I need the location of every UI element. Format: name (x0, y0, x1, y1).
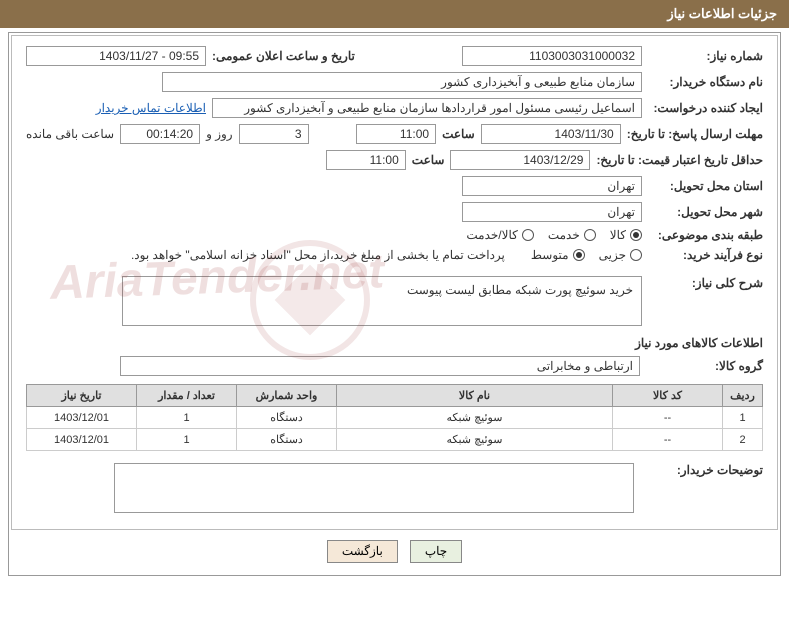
table-row: 1--سوئیچ شبکهدستگاه11403/12/01 (27, 407, 763, 429)
need-number-value: 1103003031000032 (462, 46, 642, 66)
table-cell: سوئیچ شبکه (337, 429, 613, 451)
radio-service-icon (584, 229, 596, 241)
validity-date: 1403/12/29 (450, 150, 590, 170)
radio-goods-service-icon (522, 229, 534, 241)
table-cell: 1403/12/01 (27, 429, 137, 451)
goods-table: ردیف کد کالا نام کالا واحد شمارش تعداد /… (26, 384, 763, 451)
radio-goods[interactable]: کالا (610, 228, 642, 242)
payment-note: پرداخت تمام یا بخشی از مبلغ خرید،از محل … (131, 248, 505, 262)
purchase-type-radio-group: جزیی متوسط (531, 248, 642, 262)
announce-date-label: تاریخ و ساعت اعلان عمومی: (212, 49, 355, 63)
desc-box: خرید سوئیچ پورت شبکه مطابق لیست پیوست (122, 276, 642, 326)
requester-value: اسماعیل رئیسی مسئول امور قراردادها سازما… (212, 98, 642, 118)
table-header-row: ردیف کد کالا نام کالا واحد شمارش تعداد /… (27, 385, 763, 407)
radio-partial[interactable]: جزیی (599, 248, 642, 262)
th-row: ردیف (723, 385, 763, 407)
table-cell: دستگاه (237, 429, 337, 451)
radio-partial-icon (630, 249, 642, 261)
print-button[interactable]: چاپ (410, 540, 462, 563)
table-row: 2--سوئیچ شبکهدستگاه11403/12/01 (27, 429, 763, 451)
time-label-1: ساعت (442, 127, 475, 141)
time-label-2: ساعت (412, 153, 445, 167)
radio-medium-icon (573, 249, 585, 261)
radio-service[interactable]: خدمت (548, 228, 596, 242)
remaining-label: ساعت باقی مانده (26, 127, 114, 141)
contact-link[interactable]: اطلاعات تماس خریدار (96, 101, 206, 115)
th-code: کد کالا (613, 385, 723, 407)
announce-date-value: 09:55 - 1403/11/27 (26, 46, 206, 66)
purchase-type-label: نوع فرآیند خرید: (648, 248, 763, 262)
radio-medium-label: متوسط (531, 248, 569, 262)
back-button[interactable]: بازگشت (327, 540, 398, 563)
th-unit: واحد شمارش (237, 385, 337, 407)
category-label: طبقه بندی موضوعی: (648, 228, 763, 242)
table-cell: -- (613, 407, 723, 429)
radio-goods-service[interactable]: کالا/خدمت (466, 228, 533, 242)
buyer-org-value: سازمان منابع طبیعی و آبخیزداری کشور (162, 72, 642, 92)
page-title: جزئیات اطلاعات نیاز (667, 6, 777, 21)
buyer-notes-label: توضیحات خریدار: (648, 463, 763, 477)
group-value: ارتباطی و مخابراتی (120, 356, 640, 376)
th-name: نام کالا (337, 385, 613, 407)
deadline-time: 11:00 (356, 124, 436, 144)
table-cell: دستگاه (237, 407, 337, 429)
table-cell: 1 (723, 407, 763, 429)
category-radio-group: کالا خدمت کالا/خدمت (466, 228, 642, 242)
city-label: شهر محل تحویل: (648, 205, 763, 219)
radio-goods-label: کالا (610, 228, 626, 242)
table-cell: -- (613, 429, 723, 451)
deadline-date: 1403/11/30 (481, 124, 621, 144)
table-cell: 1 (137, 407, 237, 429)
th-date: تاریخ نیاز (27, 385, 137, 407)
need-number-label: شماره نیاز: (648, 49, 763, 63)
radio-medium[interactable]: متوسط (531, 248, 585, 262)
th-qty: تعداد / مقدار (137, 385, 237, 407)
radio-partial-label: جزیی (599, 248, 626, 262)
table-cell: 2 (723, 429, 763, 451)
radio-service-label: خدمت (548, 228, 580, 242)
requester-label: ایجاد کننده درخواست: (648, 101, 763, 115)
desc-value: خرید سوئیچ پورت شبکه مطابق لیست پیوست (407, 283, 633, 297)
page-header: جزئیات اطلاعات نیاز (0, 0, 789, 28)
radio-goods-service-label: کالا/خدمت (466, 228, 517, 242)
validity-time: 11:00 (326, 150, 406, 170)
goods-info-title: اطلاعات کالاهای مورد نیاز (26, 336, 763, 350)
city-value: تهران (462, 202, 642, 222)
radio-goods-icon (630, 229, 642, 241)
days-value: 3 (239, 124, 309, 144)
validity-label: حداقل تاریخ اعتبار قیمت: تا تاریخ: (596, 153, 763, 167)
buyer-org-label: نام دستگاه خریدار: (648, 75, 763, 89)
desc-label: شرح کلی نیاز: (648, 276, 763, 290)
table-cell: 1 (137, 429, 237, 451)
table-cell: سوئیچ شبکه (337, 407, 613, 429)
province-value: تهران (462, 176, 642, 196)
days-and-label: روز و (206, 127, 233, 141)
buyer-notes-box (114, 463, 634, 513)
deadline-label: مهلت ارسال پاسخ: تا تاریخ: (627, 127, 763, 141)
group-label: گروه کالا: (648, 359, 763, 373)
table-cell: 1403/12/01 (27, 407, 137, 429)
province-label: استان محل تحویل: (648, 179, 763, 193)
countdown-value: 00:14:20 (120, 124, 200, 144)
